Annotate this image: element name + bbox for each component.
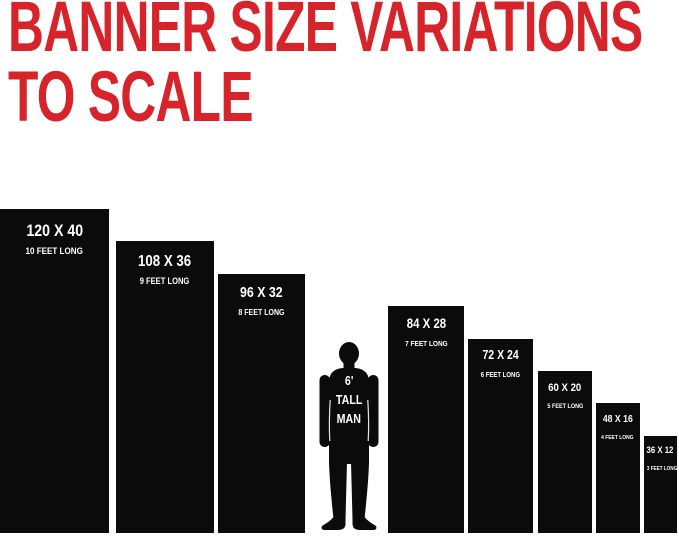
man-silhouette: 6' TALL MAN xyxy=(318,342,380,531)
man-label: 6' TALL MAN xyxy=(318,371,380,428)
banner-size-label: 84 X 28 xyxy=(406,316,446,332)
banner-bar-3ft: 36 X 12 3 FEET LONG xyxy=(644,435,678,533)
banner-length-label: 3 FEET LONG xyxy=(646,466,678,473)
title-line-1: BANNER SIZE VARIATIONS xyxy=(8,0,679,63)
man-right-arm-gap xyxy=(367,399,370,442)
man-right-foot xyxy=(352,517,377,530)
page-title: BANNER SIZE VARIATIONS TO SCALE xyxy=(8,0,679,133)
banner-size-label: 96 X 32 xyxy=(240,285,283,302)
title-line-2: TO SCALE xyxy=(8,58,679,137)
banner-size-label: 120 X 40 xyxy=(26,221,83,241)
banner-bar-8ft: 96 X 32 8 FEET LONG xyxy=(218,273,306,533)
title-line-2-text: TO SCALE xyxy=(8,58,253,137)
man-silhouette-graphic xyxy=(319,342,379,530)
banner-bar-4ft: 48 X 16 4 FEET LONG xyxy=(596,403,640,533)
banner-length-label: 5 FEET LONG xyxy=(547,403,584,411)
man-left-leg xyxy=(329,462,347,519)
banner-length-label: 4 FEET LONG xyxy=(601,435,634,442)
man-height-label: 6' xyxy=(344,373,354,388)
banner-bar-6ft: 72 X 24 6 FEET LONG xyxy=(468,338,534,533)
man-hips xyxy=(329,448,369,464)
banner-length-label: 7 FEET LONG xyxy=(404,338,448,348)
man-left-foot xyxy=(321,517,346,530)
man-right-arm xyxy=(368,375,379,447)
banner-size-label: 48 X 16 xyxy=(602,413,633,425)
man-torso xyxy=(329,368,369,452)
man-left-arm-gap xyxy=(328,399,331,442)
banner-length-label: 6 FEET LONG xyxy=(481,371,521,380)
banner-bar-9ft: 108 X 36 9 FEET LONG xyxy=(116,241,214,533)
banner-bar-7ft: 84 X 28 7 FEET LONG xyxy=(388,306,465,533)
banner-length-label: 10 FEET LONG xyxy=(25,245,84,257)
man-left-arm xyxy=(319,375,330,447)
banner-length-label: 8 FEET LONG xyxy=(238,306,285,317)
man-label-line-3: MAN xyxy=(336,411,362,426)
man-right-leg xyxy=(351,462,369,519)
banner-size-label: 72 X 24 xyxy=(482,348,519,363)
title-line-1-text: BANNER SIZE VARIATIONS xyxy=(8,0,643,67)
banner-size-label: 60 X 20 xyxy=(548,381,582,394)
banner-size-label: 108 X 36 xyxy=(138,253,192,271)
man-head xyxy=(339,342,359,365)
man-neck xyxy=(343,361,355,370)
banner-bar-5ft: 60 X 20 5 FEET LONG xyxy=(538,371,593,533)
man-label-line-2: TALL xyxy=(335,392,363,407)
banner-size-label: 36 X 12 xyxy=(646,444,674,455)
banner-length-label: 9 FEET LONG xyxy=(140,275,190,286)
banner-bar-10ft: 120 X 40 10 FEET LONG xyxy=(0,209,109,533)
